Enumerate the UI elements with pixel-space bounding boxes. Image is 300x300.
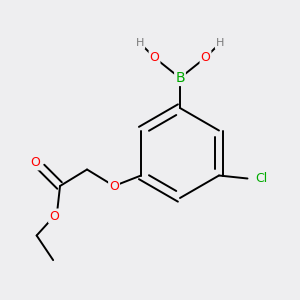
Text: B: B xyxy=(175,71,185,85)
Text: H: H xyxy=(216,38,224,48)
Text: O: O xyxy=(30,156,40,170)
Text: O: O xyxy=(201,51,210,64)
Text: O: O xyxy=(49,209,59,223)
Text: O: O xyxy=(150,51,159,64)
Text: Cl: Cl xyxy=(255,172,268,185)
Text: H: H xyxy=(136,38,144,48)
Text: O: O xyxy=(109,179,119,193)
